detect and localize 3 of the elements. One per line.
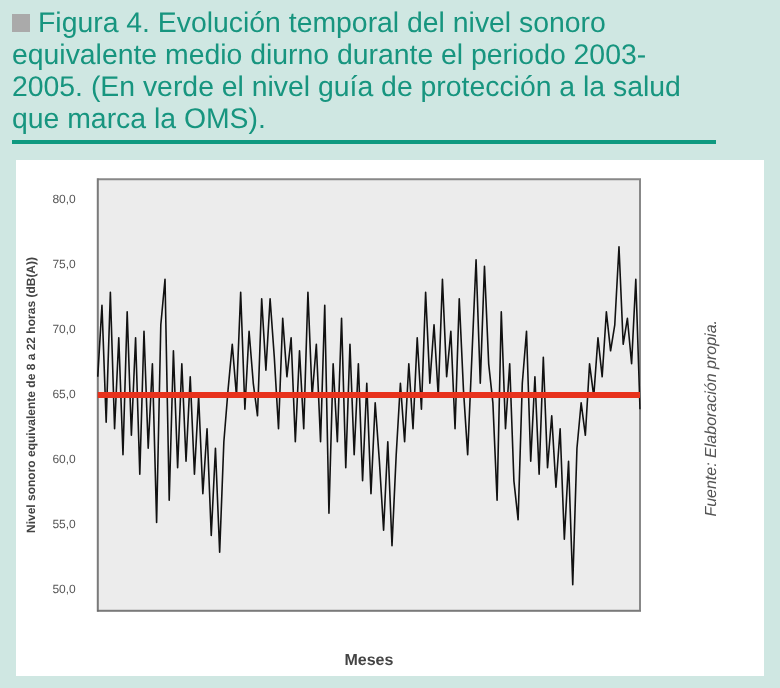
chart-title: Figura 4. Evolución temporal del nivel sonoro equivalente medio diurno durante el periodo 2003-2005. (En verde el nivel guía de protección a la salud que marca la OMS). bbox=[12, 8, 681, 136]
x-axis-title: Meses bbox=[344, 650, 395, 669]
source-note: Fuente: Elaboración propia. bbox=[701, 319, 719, 517]
